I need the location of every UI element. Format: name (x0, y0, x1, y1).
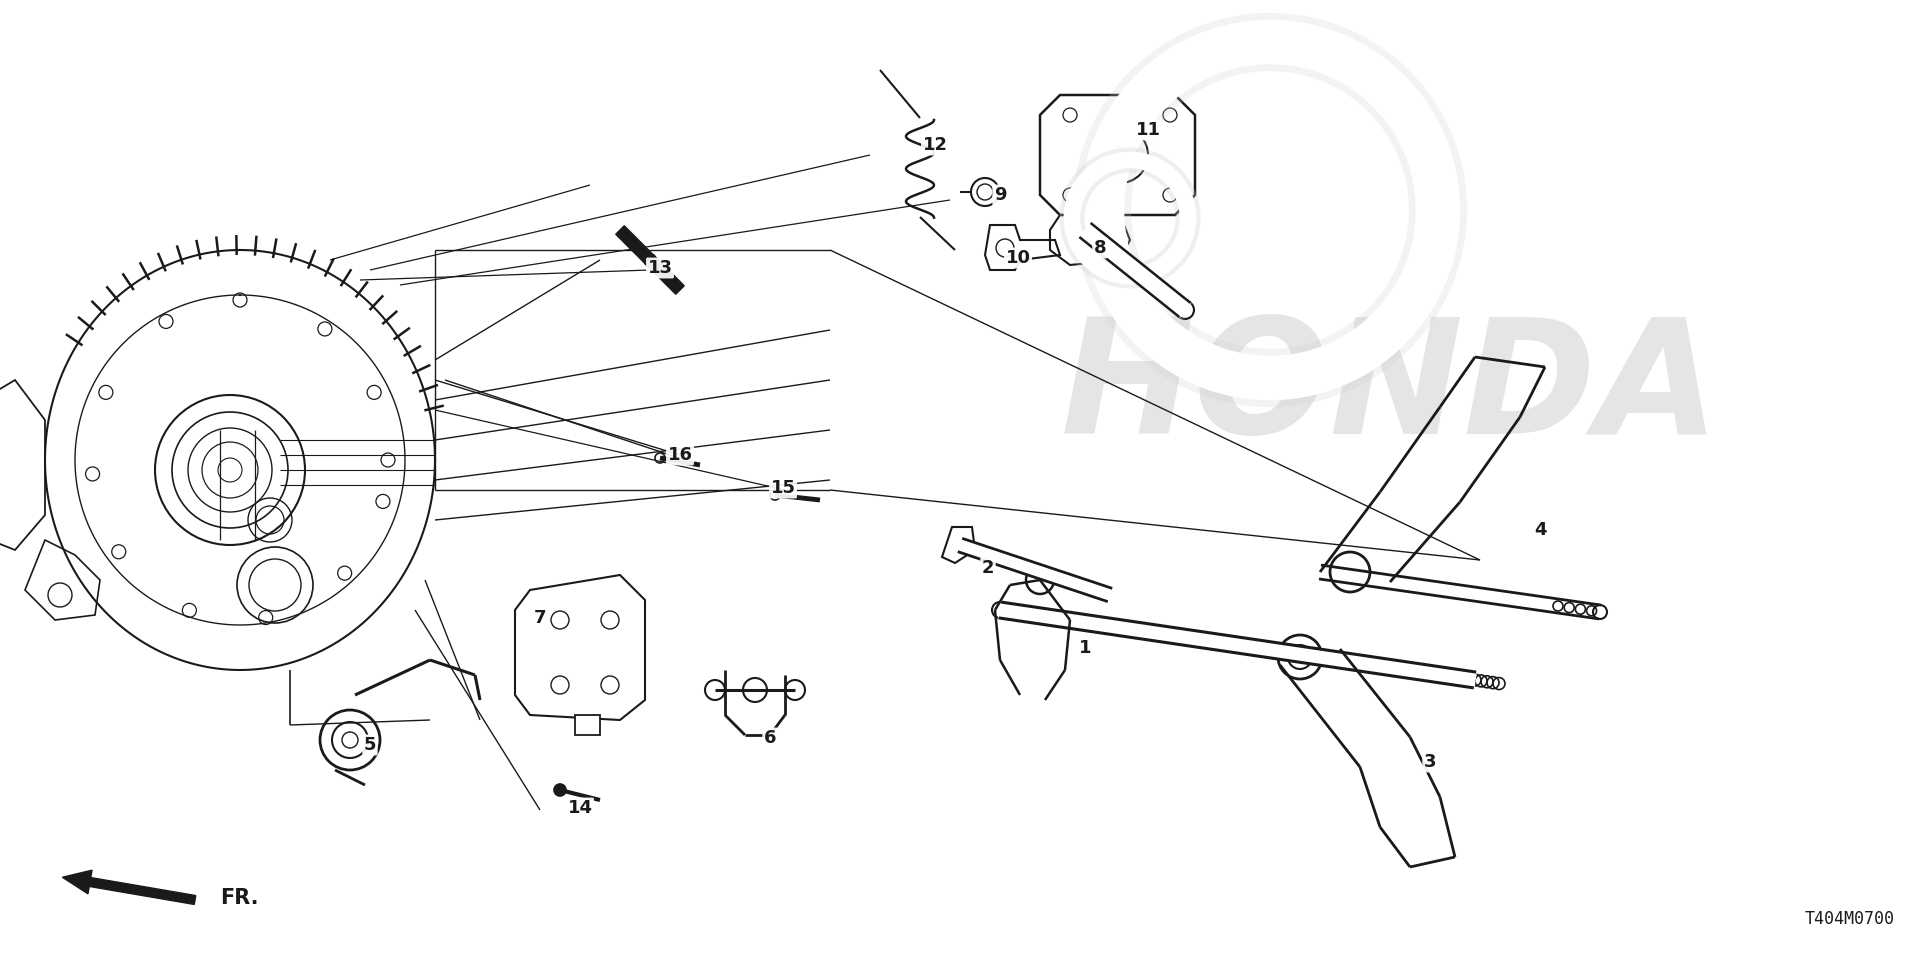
Circle shape (705, 680, 726, 700)
Text: 9: 9 (995, 186, 1006, 204)
Circle shape (1114, 621, 1125, 634)
Text: 1: 1 (1079, 639, 1091, 657)
Text: 13: 13 (647, 259, 672, 277)
Text: HONDA: HONDA (1060, 313, 1720, 468)
Polygon shape (515, 575, 645, 720)
Circle shape (643, 253, 657, 267)
Circle shape (743, 678, 766, 702)
Text: 15: 15 (770, 479, 795, 497)
Text: 7: 7 (534, 609, 547, 627)
Circle shape (1025, 566, 1054, 594)
Circle shape (1279, 635, 1323, 679)
Circle shape (952, 538, 968, 552)
FancyArrow shape (63, 870, 196, 904)
Text: 4: 4 (1534, 521, 1546, 539)
Polygon shape (574, 715, 599, 735)
Text: 14: 14 (568, 799, 593, 817)
Text: T404M0700: T404M0700 (1805, 910, 1895, 928)
Circle shape (555, 784, 566, 796)
Circle shape (1208, 636, 1219, 647)
Polygon shape (1079, 223, 1190, 317)
Polygon shape (943, 527, 975, 563)
Text: 2: 2 (981, 559, 995, 577)
Text: 16: 16 (668, 446, 693, 464)
Polygon shape (616, 226, 684, 295)
Text: 8: 8 (1094, 239, 1106, 257)
Text: 6: 6 (764, 729, 776, 747)
Text: FR.: FR. (221, 888, 259, 908)
Text: 12: 12 (922, 136, 947, 154)
Text: 10: 10 (1006, 249, 1031, 267)
Circle shape (1075, 221, 1094, 239)
Circle shape (785, 680, 804, 700)
Circle shape (993, 602, 1008, 618)
Text: 3: 3 (1425, 753, 1436, 771)
Polygon shape (998, 602, 1476, 688)
Circle shape (1331, 552, 1371, 592)
Polygon shape (958, 539, 1112, 602)
Text: 5: 5 (363, 736, 376, 754)
Circle shape (321, 710, 380, 770)
Text: 11: 11 (1135, 121, 1160, 139)
